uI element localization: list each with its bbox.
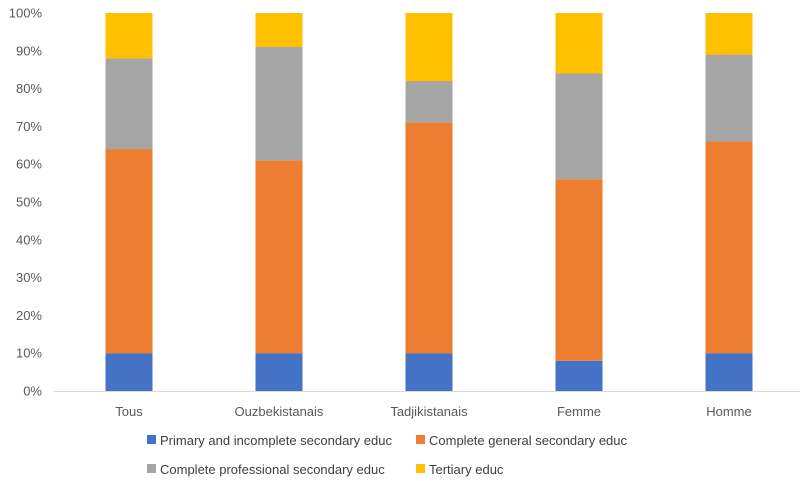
legend-label: Complete general secondary educ (429, 433, 628, 448)
bar-segment (105, 353, 153, 391)
bar-segment (105, 58, 153, 150)
legend-label: Complete professional secondary educ (160, 462, 385, 477)
bar-segment (555, 179, 603, 361)
bar-segment (705, 353, 753, 391)
y-tick-label: 0% (23, 384, 42, 399)
legend-label: Primary and incomplete secondary educ (160, 433, 392, 448)
y-tick-label: 100% (9, 6, 43, 21)
bar-segment (555, 13, 603, 74)
bar-segment (255, 160, 303, 354)
legend-swatch (416, 464, 425, 473)
x-axis: Tous Ouzbekistanais Tadjikistanais Femme Hom… (54, 391, 800, 419)
y-tick-label: 70% (16, 119, 42, 134)
x-tick-label: Tous (115, 404, 143, 419)
bar-segment (705, 54, 753, 142)
y-tick-label: 60% (16, 157, 42, 172)
legend-item: Primary and incomplete secondary educ (147, 433, 392, 448)
x-tick-label: Homme (706, 404, 752, 419)
bar-segment (555, 73, 603, 180)
bar-segment (255, 353, 303, 391)
bar-segment (405, 353, 453, 391)
legend-item: Complete professional secondary educ (147, 462, 385, 477)
y-tick-label: 30% (16, 270, 42, 285)
y-tick-label: 80% (16, 81, 42, 96)
bar-segment (405, 122, 453, 354)
x-tick-label: Femme (557, 404, 601, 419)
y-tick-label: 90% (16, 43, 42, 58)
y-tick-label: 50% (16, 195, 42, 210)
legend-swatch (147, 464, 156, 473)
bar-segment (255, 47, 303, 161)
bar-segment (705, 13, 753, 55)
y-tick-label: 10% (16, 346, 42, 361)
legend-item: Complete general secondary educ (416, 433, 628, 448)
bars (105, 13, 753, 391)
legend-swatch (416, 435, 425, 444)
x-tick-label: Tadjikistanais (390, 404, 468, 419)
legend-label: Tertiary educ (429, 462, 504, 477)
bar-segment (405, 13, 453, 82)
y-tick-label: 40% (16, 232, 42, 247)
bar-segment (705, 141, 753, 354)
x-tick-label: Ouzbekistanais (235, 404, 324, 419)
legend-swatch (147, 435, 156, 444)
bar-segment (105, 149, 153, 354)
bar-segment (105, 13, 153, 59)
bar-segment (405, 81, 453, 123)
bar-segment (255, 13, 303, 48)
y-axis: 0% 10% 20% 30% 40% 50% 60% 70% 80% 90% 100% (9, 6, 43, 399)
legend: Primary and incomplete secondary educ Com… (147, 433, 628, 477)
legend-item: Tertiary educ (416, 462, 504, 477)
bar-segment (555, 360, 603, 391)
y-tick-label: 20% (16, 308, 42, 323)
